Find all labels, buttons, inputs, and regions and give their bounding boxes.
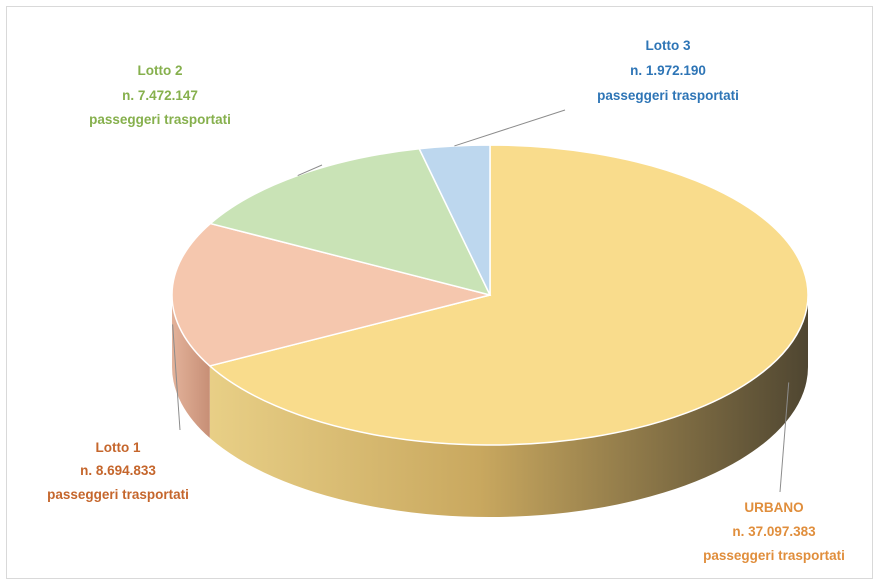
slice-side-lotto-1 [172,295,210,438]
label-lotto-2-name: Lotto 2 [138,63,183,78]
label-urbano: URBANO n. 37.097.383 passeggeri trasport… [703,500,845,563]
label-urbano-name: URBANO [744,500,803,515]
label-urbano-caption: passeggeri trasportati [703,548,845,563]
slice-lotto-1 [171,222,491,367]
label-lotto-3-caption: passeggeri trasportati [597,88,739,103]
label-lotto-2-count: n. 7.472.147 [122,88,198,103]
slice-urbano [208,144,809,446]
slice-lotto-3 [418,144,491,296]
label-lotto-2-caption: passeggeri trasportati [89,112,231,127]
label-lotto-1-count: n. 8.694.833 [80,463,156,478]
label-lotto-1-caption: passeggeri trasportati [47,487,189,502]
label-lotto-2: Lotto 2 n. 7.472.147 passeggeri trasport… [89,63,231,127]
label-lotto-3-count: n. 1.972.190 [630,63,706,78]
label-lotto-1: Lotto 1 n. 8.694.833 passeggeri trasport… [47,440,189,502]
slice-side-urbano [209,295,808,517]
label-lotto-1-name: Lotto 1 [96,440,141,455]
label-urbano-count: n. 37.097.383 [732,524,816,539]
leader-line-urbano [779,382,790,493]
leader-line-lotto-3 [454,109,566,147]
label-lotto-3: Lotto 3 n. 1.972.190 passeggeri trasport… [597,38,739,103]
label-lotto-3-name: Lotto 3 [646,38,691,53]
leader-line-lotto-2 [297,164,323,176]
leader-line-lotto-1 [172,324,181,431]
